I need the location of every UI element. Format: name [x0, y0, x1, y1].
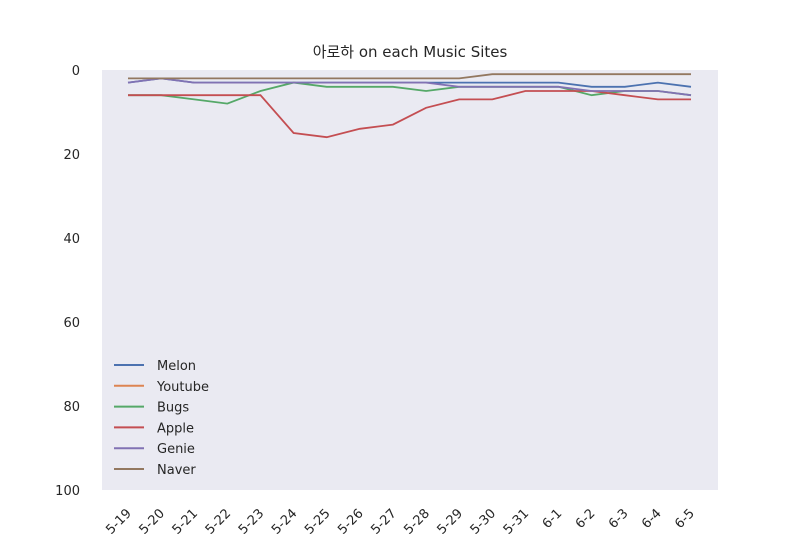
x-tick-label: 6-5	[672, 506, 698, 532]
x-tick-label: 6-1	[540, 506, 566, 532]
x-tick-label: 5-30	[468, 506, 499, 537]
x-tick-label: 5-27	[368, 506, 399, 537]
x-tick-label: 5-24	[269, 506, 300, 537]
x-tick-label: 5-29	[435, 506, 466, 537]
y-tick-label: 80	[63, 400, 80, 415]
y-tick-label: 40	[63, 232, 80, 247]
y-tick-label: 60	[63, 316, 80, 331]
plot-area	[102, 70, 718, 490]
x-tick-label: 6-3	[606, 506, 632, 532]
legend-label: Naver	[157, 463, 196, 478]
x-tick-label: 5-31	[501, 506, 532, 537]
y-tick-label: 0	[72, 64, 80, 79]
chart-title: 아로하 on each Music Sites	[313, 43, 508, 61]
y-tick-label: 20	[63, 148, 80, 163]
x-tick-label: 5-19	[103, 506, 134, 537]
x-tick-label: 5-21	[170, 506, 201, 537]
legend-label: Youtube	[156, 380, 209, 395]
x-tick-label: 5-23	[236, 506, 267, 537]
x-tick-label: 5-28	[401, 506, 432, 537]
x-tick-label: 5-25	[302, 506, 333, 537]
x-tick-label: 5-26	[335, 506, 366, 537]
legend-label: Apple	[157, 421, 194, 436]
y-tick-label: 100	[55, 484, 80, 499]
series-line	[127, 77, 692, 97]
legend-label: Bugs	[157, 401, 189, 416]
series-line	[128, 81, 692, 105]
legend-label: Genie	[157, 442, 195, 457]
legend-label: Melon	[157, 359, 196, 374]
x-tick-label: 5-20	[136, 506, 167, 537]
series-line	[128, 73, 691, 80]
x-tick-label: 6-2	[573, 506, 599, 532]
x-tick-label: 5-22	[203, 506, 234, 537]
x-tick-label: 6-4	[639, 506, 665, 532]
